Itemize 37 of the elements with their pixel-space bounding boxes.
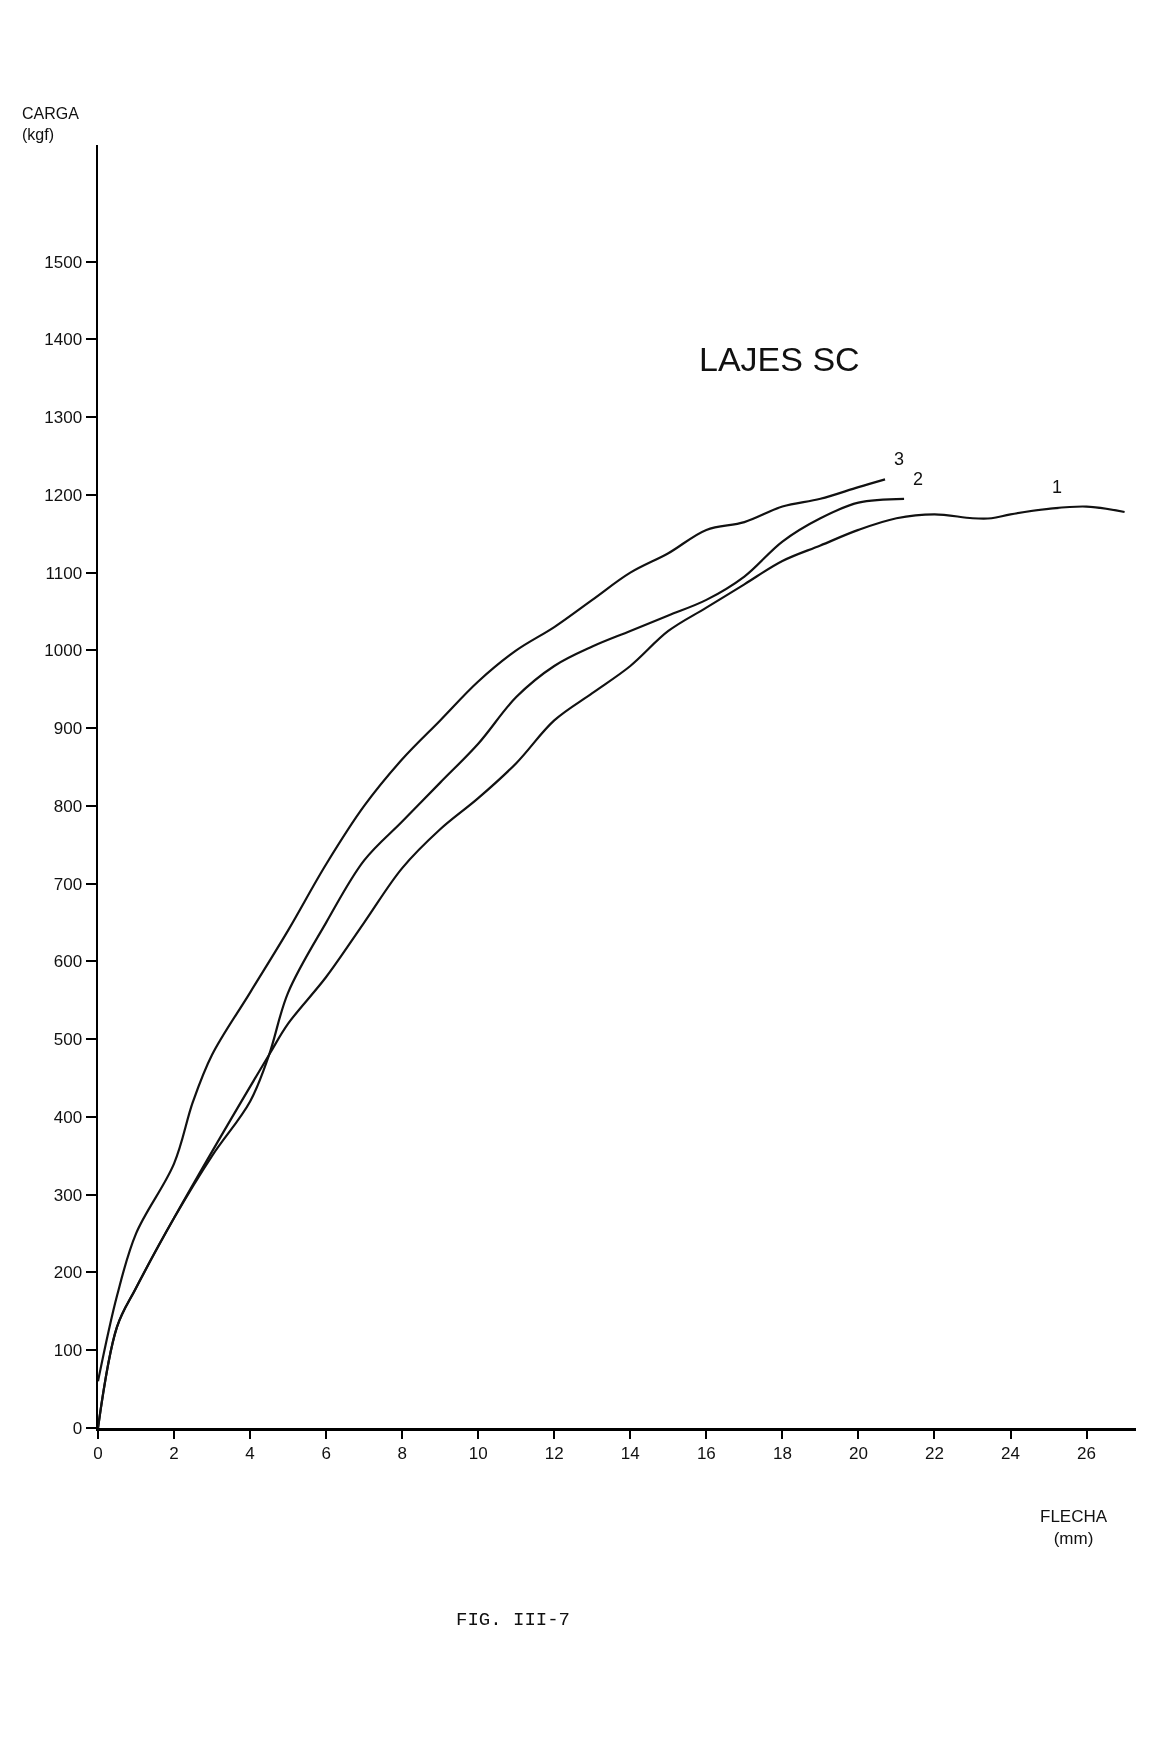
series-label: 1 bbox=[1052, 477, 1063, 497]
x-tick-label: 20 bbox=[848, 1443, 868, 1463]
y-tick-label: 600 bbox=[53, 952, 83, 972]
series-label: 3 bbox=[894, 449, 905, 469]
y-tick-label: 1200 bbox=[44, 485, 83, 505]
series-label: 2 bbox=[913, 469, 924, 489]
y-tick-label: 800 bbox=[53, 796, 83, 816]
x-tick-label: 22 bbox=[925, 1443, 944, 1463]
y-tick-label: 1000 bbox=[44, 641, 83, 661]
y-tick-label: 0 bbox=[72, 1418, 83, 1438]
x-tick-label: 12 bbox=[544, 1443, 564, 1463]
y-tick-label: 500 bbox=[53, 1030, 83, 1050]
y-tick-label: 700 bbox=[53, 874, 83, 894]
x-tick-label: 14 bbox=[620, 1443, 640, 1463]
x-axis-title: FLECHA (mm) bbox=[1040, 1507, 1108, 1549]
y-tick-label: 1300 bbox=[44, 408, 83, 428]
x-tick-label: 26 bbox=[1077, 1443, 1097, 1463]
x-tick-label: 24 bbox=[1001, 1443, 1020, 1463]
x-tick-label: 16 bbox=[696, 1443, 716, 1463]
y-tick-label: 1400 bbox=[44, 330, 83, 350]
y-tick-label: 300 bbox=[53, 1185, 83, 1205]
x-tick-label: 0 bbox=[93, 1443, 103, 1463]
y-tick-label: 100 bbox=[53, 1341, 83, 1361]
y-tick-label: 200 bbox=[53, 1263, 83, 1283]
y-tick-label: 1500 bbox=[44, 252, 83, 272]
x-tick-label: 10 bbox=[468, 1443, 488, 1463]
x-tick-label: 4 bbox=[245, 1443, 255, 1463]
y-tick-label: 1100 bbox=[45, 563, 83, 583]
y-axis-title: CARGA (kgf) bbox=[22, 105, 80, 143]
y-tick-label: 400 bbox=[53, 1107, 83, 1127]
x-tick-label: 6 bbox=[321, 1443, 331, 1463]
y-tick-label: 900 bbox=[53, 719, 83, 739]
text: LAJES SC bbox=[699, 340, 860, 378]
text: FIG. III-7 bbox=[456, 1609, 571, 1631]
x-tick-label: 8 bbox=[397, 1443, 407, 1463]
x-tick-label: 2 bbox=[169, 1443, 179, 1463]
x-tick-label: 18 bbox=[772, 1443, 792, 1463]
